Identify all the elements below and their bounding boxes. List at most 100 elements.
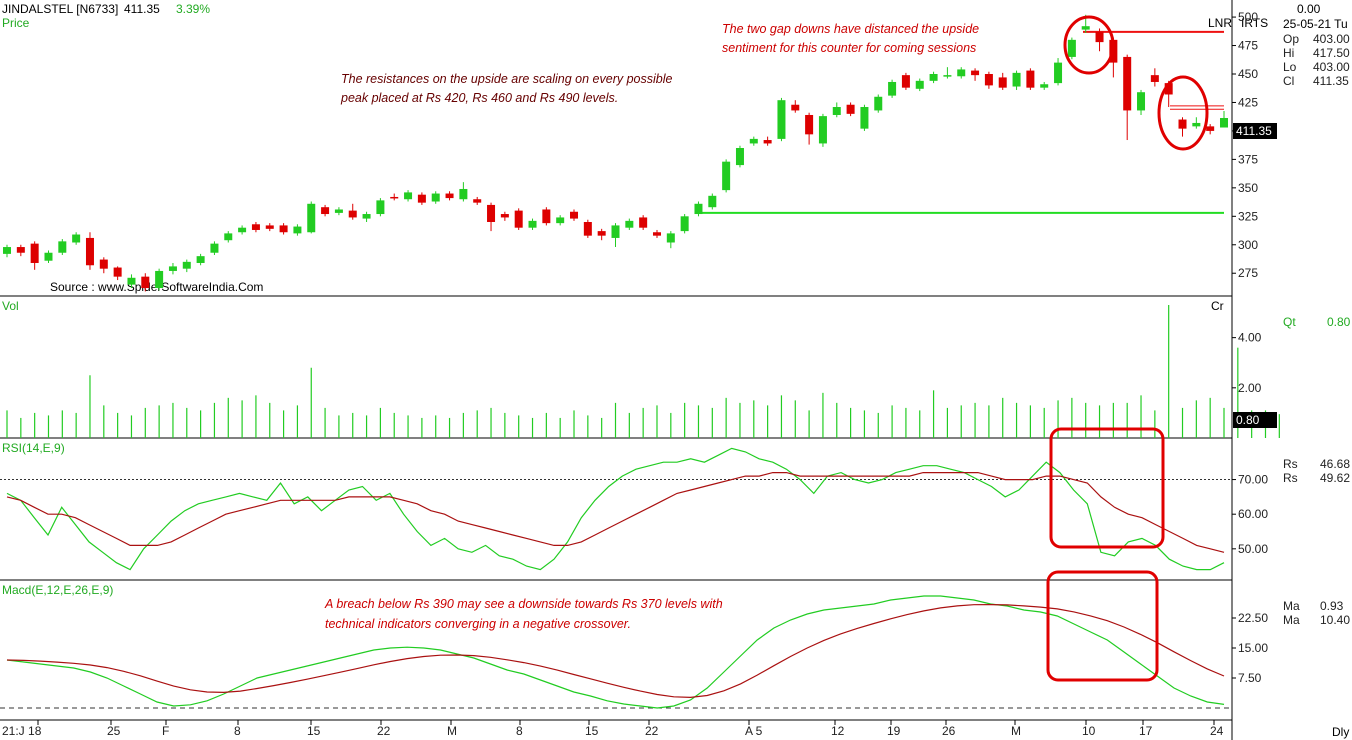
candle bbox=[984, 71, 993, 89]
candle bbox=[113, 266, 122, 281]
rsi-readout: Rs 46.68 Rs 49.62 bbox=[1283, 457, 1350, 485]
reference-lines bbox=[0, 479, 1232, 709]
ohlc-label: Cl bbox=[1283, 74, 1294, 88]
indicator-readout-label: Rs bbox=[1283, 471, 1298, 485]
date-tick-label: 25 bbox=[107, 724, 121, 738]
ohlc-value: 411.35 bbox=[1313, 74, 1349, 88]
candle bbox=[666, 231, 675, 249]
annotation-gap-line1: The two gap downs have distanced the ups… bbox=[722, 22, 979, 36]
candle bbox=[1040, 81, 1049, 90]
date-tick-label: 12 bbox=[831, 724, 845, 738]
macd-tick-label: 22.50 bbox=[1238, 611, 1268, 625]
periodicity: Dly bbox=[1332, 725, 1349, 739]
scale-code: IRTS bbox=[1241, 16, 1268, 30]
candle bbox=[625, 218, 634, 230]
candle bbox=[487, 202, 496, 232]
candle bbox=[888, 79, 897, 98]
annotation-resistance-line1: The resistances on the upside are scalin… bbox=[341, 72, 672, 86]
candle bbox=[556, 215, 565, 226]
indicator-readout-value: 46.68 bbox=[1320, 457, 1350, 471]
candle bbox=[141, 273, 150, 292]
ohlc-label: Lo bbox=[1283, 60, 1297, 74]
date-tick-label: 10 bbox=[1082, 724, 1096, 738]
candle bbox=[901, 72, 910, 90]
scale-mode: LNR bbox=[1208, 16, 1232, 30]
rsi-line bbox=[6, 447, 1225, 571]
price-panel-label: Price bbox=[2, 16, 30, 30]
vol-panel-label: Vol bbox=[2, 299, 19, 313]
candle bbox=[1178, 117, 1187, 137]
candle bbox=[680, 214, 689, 234]
indicator-readout-label: Ma bbox=[1283, 599, 1300, 613]
candle bbox=[265, 223, 274, 232]
ohlc-value: 403.00 bbox=[1313, 60, 1350, 74]
rsi-tick-label: 60.00 bbox=[1238, 507, 1268, 521]
candle bbox=[874, 94, 883, 113]
candle bbox=[1206, 124, 1215, 135]
last-price-box-text: 411.35 bbox=[1236, 124, 1272, 138]
vol-panel-right-label: Cr bbox=[1211, 299, 1224, 313]
candle bbox=[224, 231, 233, 243]
candle bbox=[639, 215, 648, 230]
candle bbox=[279, 223, 288, 235]
candle bbox=[832, 102, 841, 118]
annotation-gap-line2: sentiment for this counter for coming se… bbox=[722, 41, 976, 55]
macd-highlight-box bbox=[1046, 570, 1159, 682]
candle bbox=[1137, 89, 1146, 115]
candle bbox=[500, 211, 509, 221]
candle bbox=[168, 262, 177, 275]
date-tick-label: 8 bbox=[516, 724, 523, 738]
indicator-readout-label: Ma bbox=[1283, 613, 1300, 627]
candle bbox=[473, 196, 482, 205]
price-tick-label: 475 bbox=[1238, 39, 1258, 53]
candle bbox=[694, 201, 703, 217]
candle bbox=[1095, 28, 1104, 52]
candle bbox=[251, 222, 260, 233]
last-volume-box-text: 0.80 bbox=[1236, 413, 1260, 427]
candle bbox=[16, 244, 25, 257]
price-tick-label: 425 bbox=[1238, 95, 1258, 109]
candle bbox=[860, 104, 869, 131]
rsi-panel-label: RSI(14,E,9) bbox=[2, 441, 65, 455]
candle bbox=[334, 207, 343, 216]
ohlc-label: Hi bbox=[1283, 46, 1294, 60]
gap-circle-top bbox=[1063, 15, 1115, 75]
candle bbox=[85, 232, 94, 270]
candle bbox=[570, 209, 579, 221]
date-tick-label: 8 bbox=[234, 724, 241, 738]
candle bbox=[155, 268, 164, 291]
rsi-tick-label: 70.00 bbox=[1238, 473, 1268, 487]
indicator-readout-value: 0.93 bbox=[1320, 599, 1344, 613]
candle bbox=[735, 145, 744, 168]
candle bbox=[404, 190, 413, 202]
date-tick-label: M bbox=[447, 724, 457, 738]
macd-tick-label: 7.50 bbox=[1238, 671, 1262, 685]
candle bbox=[1054, 58, 1063, 86]
candle bbox=[431, 191, 440, 204]
date-tick-label: 22 bbox=[645, 724, 659, 738]
candle bbox=[722, 159, 731, 193]
price-tick-label: 300 bbox=[1238, 238, 1258, 252]
candle bbox=[44, 250, 53, 263]
price-tick-label: 325 bbox=[1238, 209, 1258, 223]
date-tick-label: M bbox=[1011, 724, 1021, 738]
indicator-lines bbox=[6, 447, 1225, 709]
date-tick-label: 26 bbox=[942, 724, 956, 738]
ohlc-readout: Op 403.00 Hi 417.50 Lo 403.00 Cl 411.35 bbox=[1283, 32, 1350, 88]
candle bbox=[99, 257, 108, 274]
candle bbox=[1220, 111, 1228, 128]
vol-tick-label: 4.00 bbox=[1238, 331, 1262, 345]
last-volume-box bbox=[1233, 412, 1277, 428]
ohlc-value: 417.50 bbox=[1313, 46, 1350, 60]
price-tick-label: 275 bbox=[1238, 266, 1258, 280]
date-tick-label: 19 bbox=[887, 724, 901, 738]
gap-circle-recent bbox=[1157, 75, 1209, 151]
candle bbox=[652, 229, 661, 238]
candle bbox=[348, 203, 357, 220]
candle bbox=[777, 97, 786, 142]
vol-tick-label: 2.00 bbox=[1238, 381, 1262, 395]
candle bbox=[749, 136, 758, 146]
vol-readout-value: 0.80 bbox=[1327, 315, 1351, 329]
support-resistance-lines bbox=[702, 30, 1224, 214]
symbol-title: JINDALSTEL [N6733] bbox=[2, 2, 118, 16]
